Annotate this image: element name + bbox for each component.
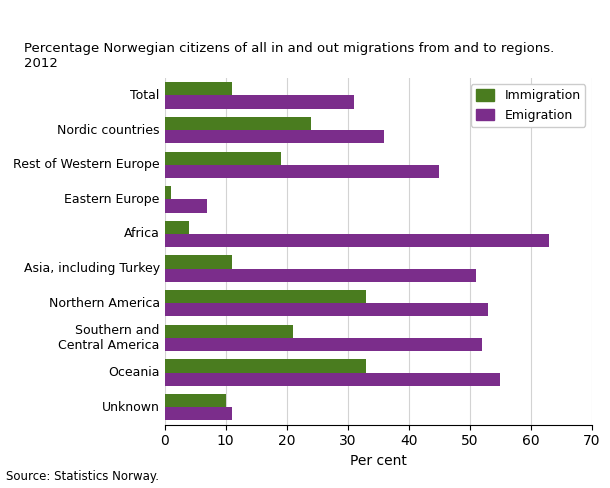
Bar <box>165 268 476 282</box>
Bar <box>165 117 311 130</box>
Bar <box>165 325 293 338</box>
Bar <box>165 152 281 164</box>
Bar <box>165 95 354 108</box>
Bar <box>165 82 232 95</box>
Bar <box>165 407 232 420</box>
Text: Percentage Norwegian citizens of all in and out migrations from and to regions.
: Percentage Norwegian citizens of all in … <box>24 42 554 70</box>
X-axis label: Per cent: Per cent <box>350 454 407 468</box>
Bar <box>165 164 439 178</box>
Bar <box>165 303 488 316</box>
Bar <box>165 394 226 407</box>
Bar <box>165 130 384 143</box>
Bar <box>165 221 189 234</box>
Bar <box>165 256 232 268</box>
Bar <box>165 372 500 386</box>
Bar <box>165 290 366 303</box>
Bar <box>165 199 207 212</box>
Bar <box>165 234 549 247</box>
Bar <box>165 360 366 372</box>
Text: Source: Statistics Norway.: Source: Statistics Norway. <box>6 470 159 483</box>
Bar <box>165 338 482 351</box>
Bar <box>165 186 171 199</box>
Legend: Immigration, Emigration: Immigration, Emigration <box>470 84 586 126</box>
